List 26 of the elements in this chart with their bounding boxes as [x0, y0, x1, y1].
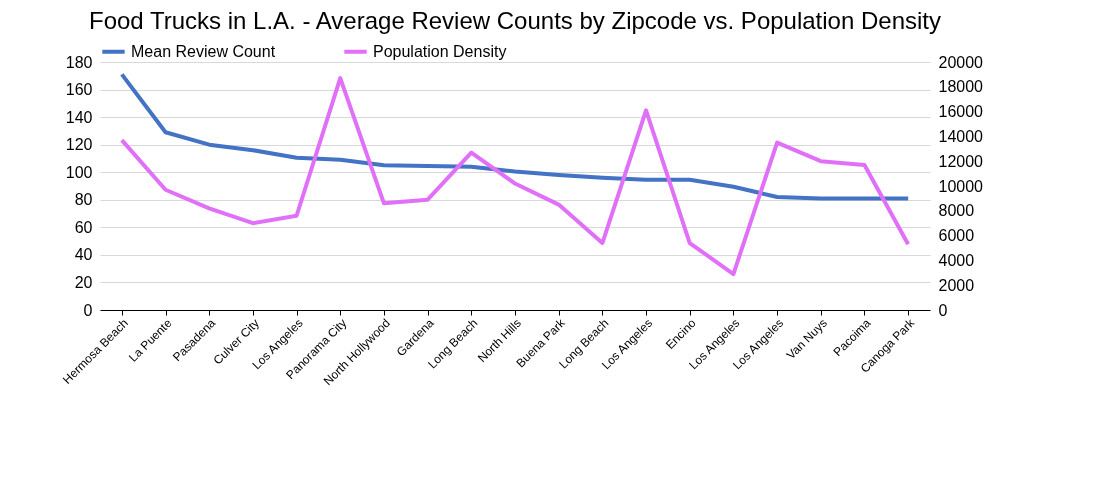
y-tick-label: 160 — [65, 81, 93, 99]
y-tick-label: 120 — [65, 136, 93, 154]
y2-tick-label: 14000 — [938, 127, 984, 145]
y2-tick-label: 12000 — [938, 152, 984, 170]
y-tick-label: 100 — [65, 163, 93, 181]
legend-label: Mean Review Count — [131, 42, 276, 60]
y2-tick-label: 10000 — [938, 177, 984, 195]
legend-label: Population Density — [373, 42, 507, 60]
y2-tick-label: 0 — [938, 301, 948, 319]
y2-tick-label: 20000 — [938, 53, 984, 71]
y2-tick-label: 4000 — [938, 251, 975, 269]
line-series — [119, 76, 911, 277]
y2-tick-label: 6000 — [938, 227, 975, 245]
chart-title: Food Trucks in L.A. - Average Review Counts by Zipcode vs. Population Density — [89, 7, 941, 34]
y2-tick-label: 2000 — [938, 276, 975, 294]
y-tick-label: 0 — [83, 301, 93, 319]
y2-tick-label: 18000 — [938, 78, 984, 96]
y2-tick-label: 8000 — [938, 202, 975, 220]
y-tick-label: 20 — [74, 273, 93, 291]
line-series — [119, 72, 911, 201]
y2-tick-label: 16000 — [938, 103, 984, 121]
y-tick-label: 40 — [74, 246, 93, 264]
y-tick-label: 180 — [65, 53, 93, 71]
y-tick-label: 140 — [65, 108, 93, 126]
y-tick-label: 60 — [74, 218, 93, 236]
y-tick-label: 80 — [74, 191, 93, 209]
